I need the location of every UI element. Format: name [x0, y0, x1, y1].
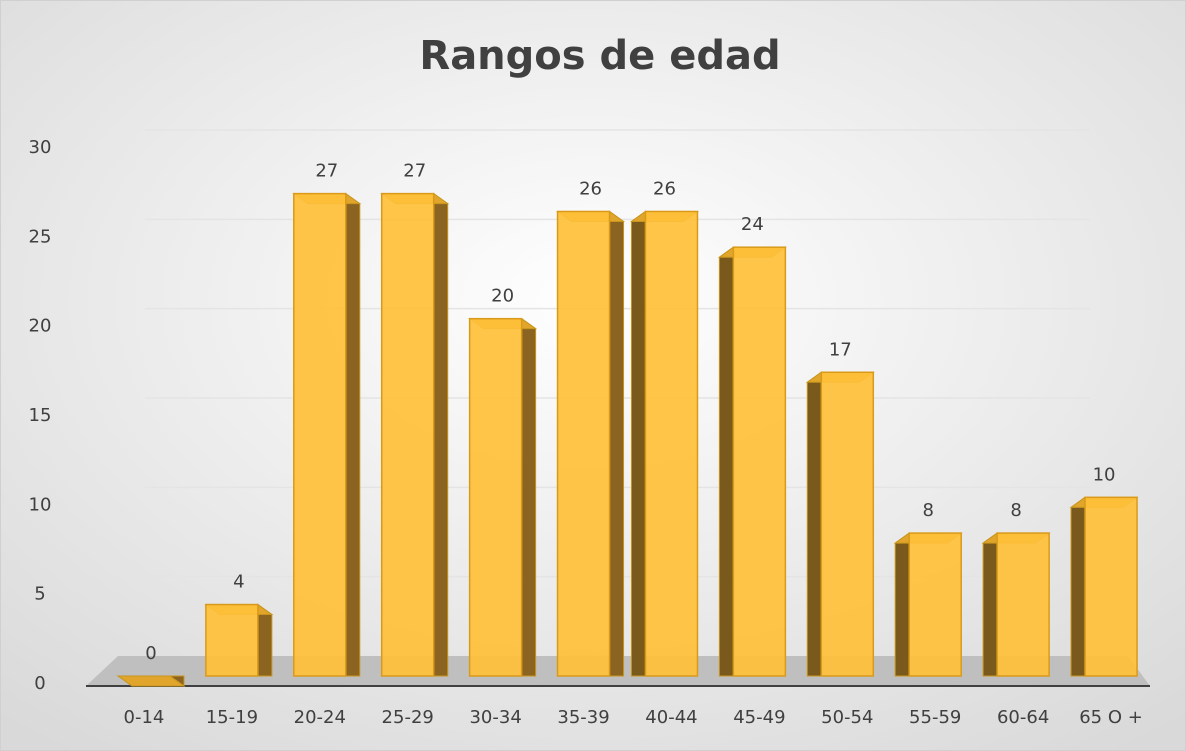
- bar-top: [116, 675, 186, 687]
- x-tick-label: 55-59: [909, 707, 961, 728]
- x-tick-label: 65 O +: [1079, 707, 1143, 728]
- x-tick-label: 50-54: [821, 707, 873, 728]
- x-tick-label: 30-34: [469, 707, 521, 728]
- bar: [732, 246, 787, 677]
- bar-side: [521, 317, 537, 677]
- data-label: 0: [145, 643, 156, 664]
- bar: [820, 371, 875, 677]
- data-label: 27: [315, 161, 338, 182]
- bar-side: [345, 192, 361, 677]
- x-tick-label: 15-19: [206, 707, 258, 728]
- bar: [468, 317, 523, 677]
- bar-side: [257, 603, 273, 677]
- data-label: 8: [922, 500, 933, 521]
- data-label: 24: [741, 214, 764, 235]
- data-label: 26: [653, 178, 676, 199]
- y-tick-label: 10: [29, 494, 52, 515]
- x-tick-label: 45-49: [733, 707, 785, 728]
- chart-title: Rangos de edad: [419, 33, 780, 79]
- y-tick-label: 0: [34, 673, 45, 694]
- x-tick-label: 25-29: [382, 707, 434, 728]
- bar: [293, 192, 347, 677]
- bar: [1084, 496, 1138, 677]
- y-tick-label: 30: [29, 137, 52, 158]
- bar-side: [982, 532, 998, 677]
- bar: [908, 532, 962, 677]
- data-label: 27: [403, 161, 426, 182]
- bar: [644, 210, 699, 677]
- bar-side: [433, 192, 449, 677]
- data-label: 20: [491, 286, 514, 307]
- bar: [205, 603, 259, 677]
- data-label: 10: [1093, 464, 1116, 485]
- bar-side: [630, 210, 646, 677]
- bar-side: [609, 210, 625, 677]
- bar-side: [1070, 496, 1086, 677]
- bar: [380, 192, 435, 677]
- data-label: 4: [233, 572, 244, 593]
- x-tick-label: 35-39: [557, 707, 609, 728]
- y-tick-label: 15: [29, 405, 52, 426]
- x-tick-label: 20-24: [294, 707, 346, 728]
- bar-side: [806, 371, 822, 677]
- bar: [996, 532, 1050, 677]
- data-label: 17: [829, 339, 852, 360]
- y-tick-label: 25: [29, 226, 52, 247]
- bar-side: [894, 532, 910, 677]
- data-label: 26: [579, 178, 602, 199]
- x-tick-label: 0-14: [124, 707, 165, 728]
- bar: [556, 210, 611, 677]
- y-tick-label: 5: [34, 584, 45, 605]
- data-label: 8: [1010, 500, 1021, 521]
- x-tick-label: 40-44: [645, 707, 697, 728]
- bar-side: [718, 246, 734, 677]
- y-tick-label: 20: [29, 316, 52, 337]
- x-tick-label: 60-64: [997, 707, 1049, 728]
